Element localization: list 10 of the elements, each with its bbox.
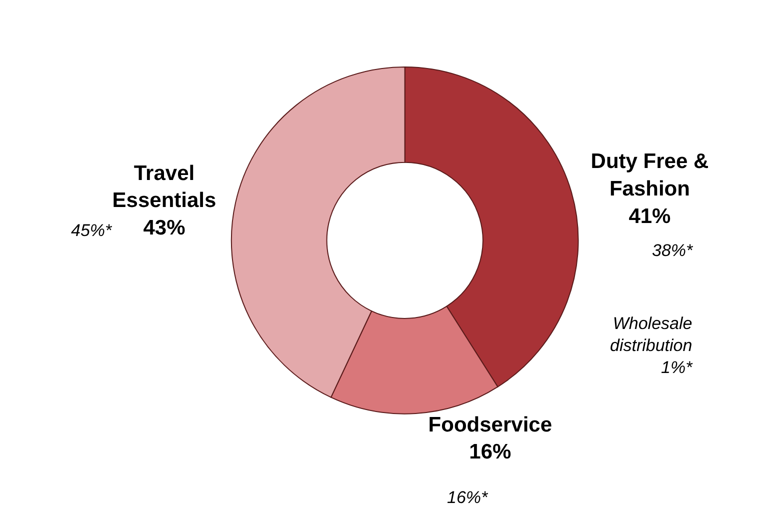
text: 45%* xyxy=(71,221,114,240)
data-label: 41% xyxy=(628,204,672,228)
data-label: 16% xyxy=(469,440,512,464)
slice-label: Duty Free & Fashion xyxy=(590,150,709,200)
text: 16%* xyxy=(447,488,490,507)
slice-label: Travel Essentials xyxy=(112,162,216,212)
data-label: 43% xyxy=(143,216,186,240)
text: Wholesale distribution 1%* xyxy=(610,314,694,378)
slice-label: Foodservice xyxy=(428,413,552,436)
text: 38%* xyxy=(652,241,694,260)
